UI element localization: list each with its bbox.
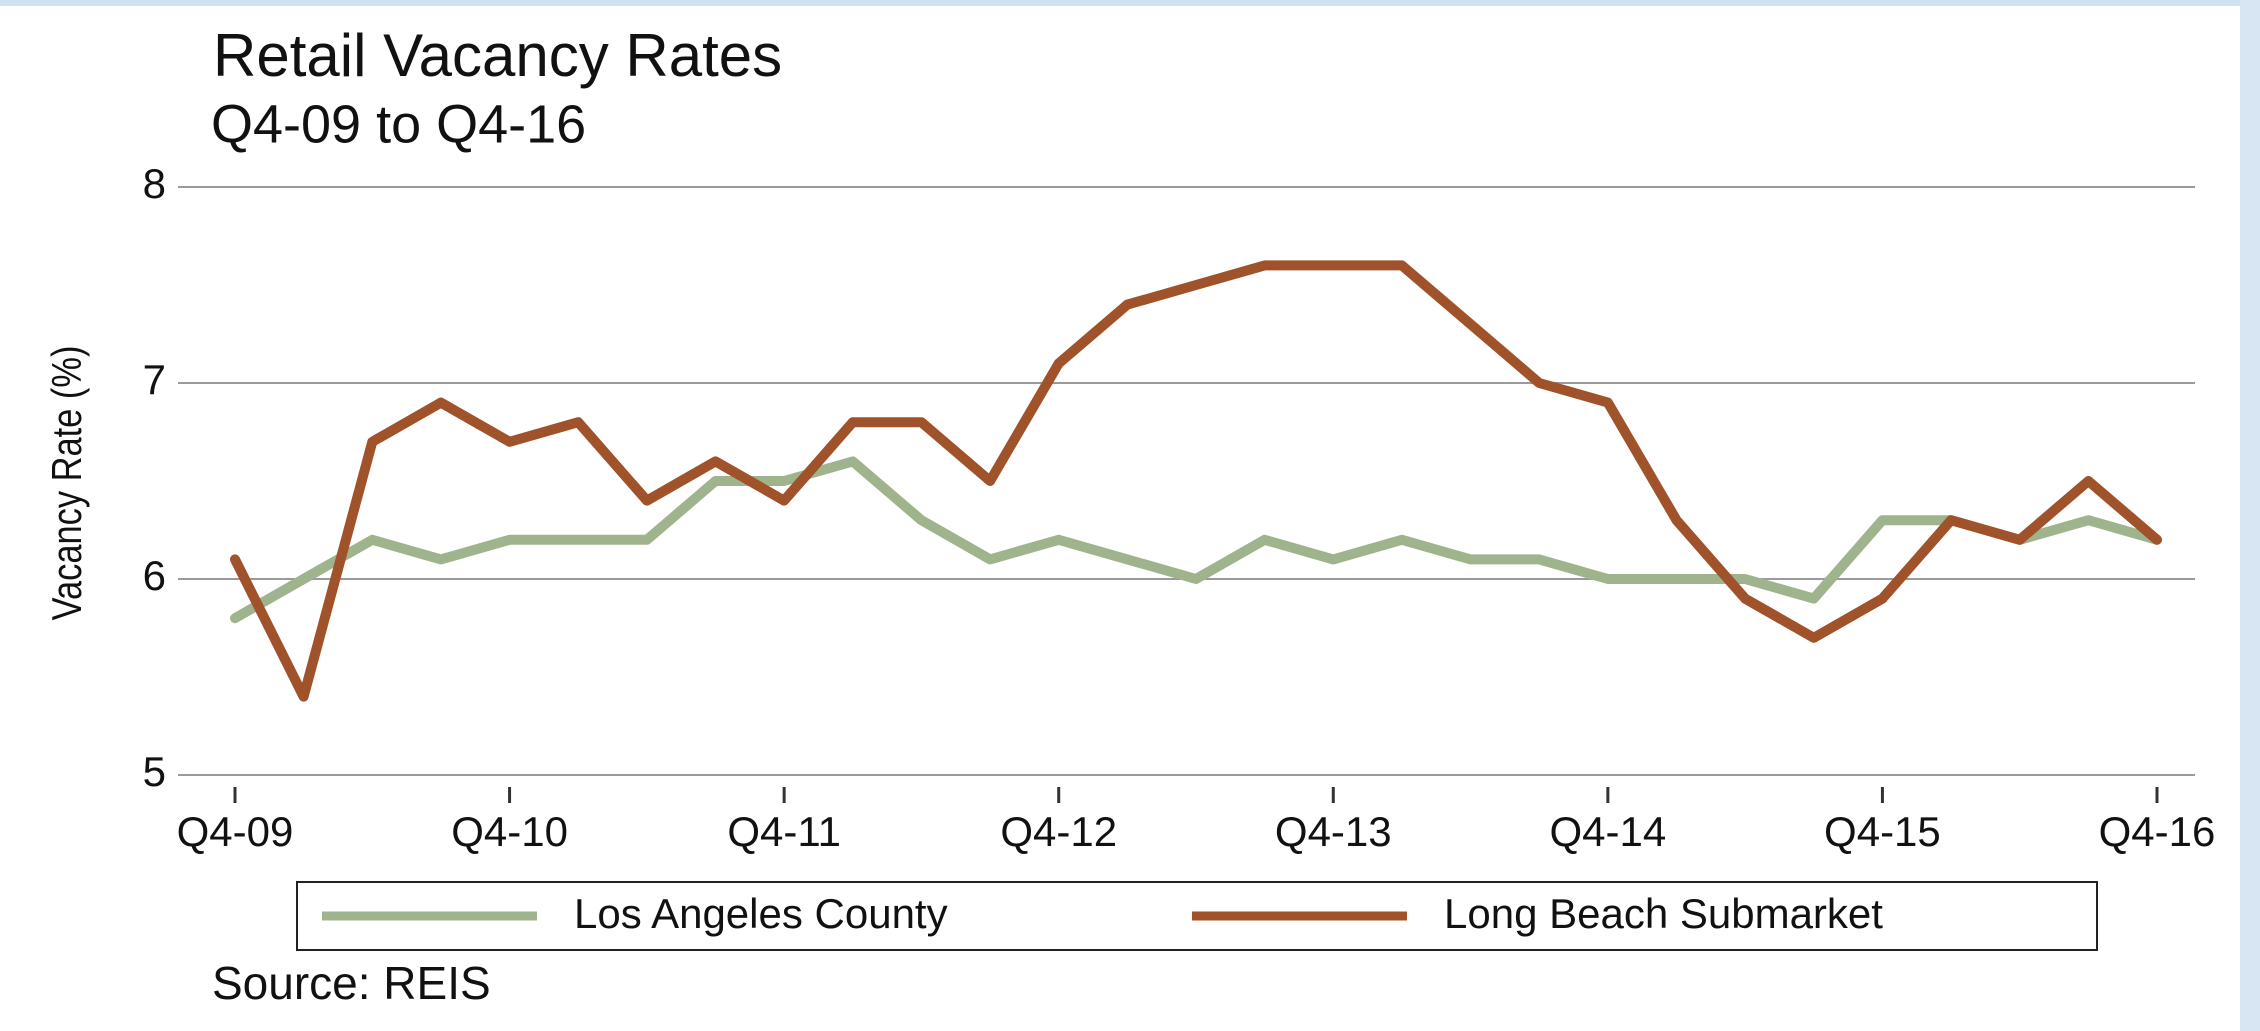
x-tick-label: Q4-15 — [1824, 808, 1941, 855]
x-tick-label: Q4-14 — [1549, 808, 1666, 855]
y-tick-label: 8 — [143, 160, 166, 207]
x-tick-label: Q4-09 — [177, 808, 294, 855]
legend-label: Los Angeles County — [574, 890, 948, 937]
legend-label: Long Beach Submarket — [1444, 890, 1883, 937]
y-axis-label: Vacancy Rate (%) — [44, 346, 91, 621]
y-tick-label: 5 — [143, 748, 166, 795]
x-tick-label: Q4-13 — [1275, 808, 1392, 855]
x-tick-label: Q4-11 — [727, 808, 841, 855]
chart-title: Retail Vacancy Rates — [213, 22, 782, 89]
frame-top — [0, 0, 2260, 6]
series-line — [230, 260, 2162, 702]
y-tick-label: 6 — [143, 552, 166, 599]
x-tick-label: Q4-12 — [1000, 808, 1117, 855]
source-note: Source: REIS — [212, 957, 491, 1009]
frame-right — [2240, 0, 2260, 1031]
legend: Los Angeles County Long Beach Submarket — [296, 881, 2098, 951]
x-tick-label: Q4-10 — [451, 808, 568, 855]
x-tick-label: Q4-16 — [2099, 808, 2216, 855]
series-line — [230, 456, 2162, 624]
chart-subtitle: Q4-09 to Q4-16 — [211, 94, 586, 154]
y-tick-label: 7 — [143, 356, 166, 403]
